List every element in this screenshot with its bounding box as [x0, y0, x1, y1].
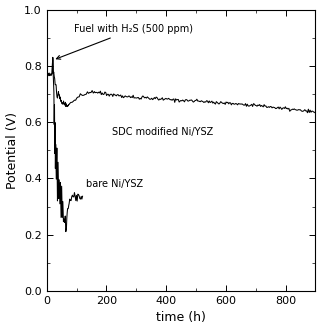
Y-axis label: Potential (V): Potential (V) [5, 112, 19, 189]
Text: SDC modified Ni/YSZ: SDC modified Ni/YSZ [112, 127, 214, 137]
X-axis label: time (h): time (h) [156, 312, 206, 324]
Text: bare Ni/YSZ: bare Ni/YSZ [85, 179, 143, 189]
Text: Fuel with H₂S (500 ppm): Fuel with H₂S (500 ppm) [56, 24, 193, 59]
